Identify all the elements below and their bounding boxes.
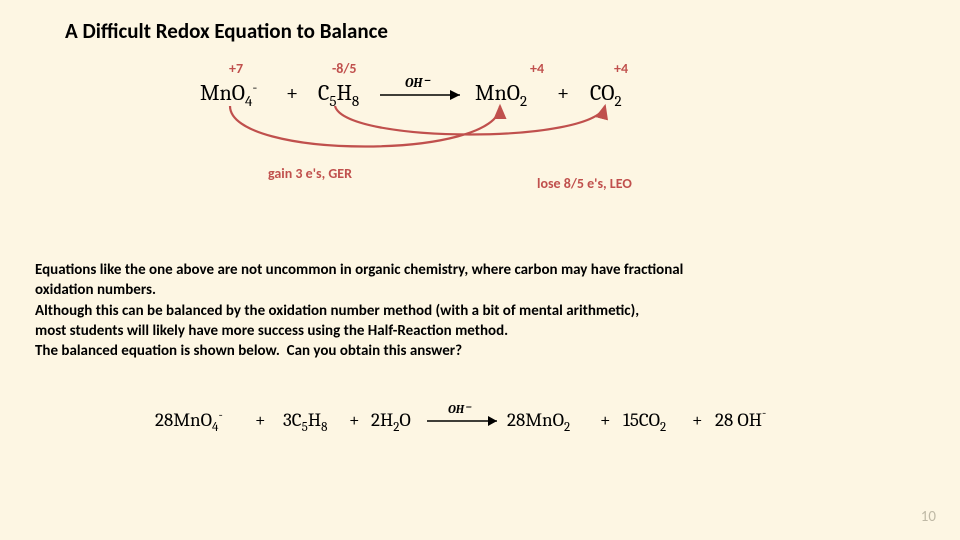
svg-text:28MnO2: 28MnO2 xyxy=(507,409,570,435)
equation-2: 28MnO4- + 3C5H8 + 2H2O OH⁻ 28MnO2 + 15CO… xyxy=(155,400,855,444)
ger-label: gain 3 e's, GER xyxy=(268,165,352,182)
svg-text:2H2O: 2H2O xyxy=(371,409,411,435)
svg-text:28 OH-: 28 OH- xyxy=(715,406,766,431)
para-line-2: oxidation numbers. xyxy=(35,281,156,299)
para-line-3: Although this can be balanced by the oxi… xyxy=(35,302,639,320)
ox-label-co2: +4 xyxy=(614,60,628,77)
svg-text:3C5H8: 3C5H8 xyxy=(283,409,327,435)
leo-label: lose 8/5 e's, LEO xyxy=(537,175,632,192)
ox-label-mn: +7 xyxy=(229,60,243,77)
svg-text:+: + xyxy=(255,409,266,431)
para-line-5: The balanced equation is shown below. Ca… xyxy=(35,342,462,360)
ox-label-mno2: +4 xyxy=(530,60,544,77)
ox-label-c5h8: -8/5 xyxy=(332,60,357,77)
para-line-4: most students will likely have more succ… xyxy=(35,322,508,340)
para-line-1: Equations like the one above are not unc… xyxy=(35,261,683,279)
svg-text:+: + xyxy=(349,409,360,431)
svg-text:+: + xyxy=(600,409,611,431)
svg-text:OH⁻: OH⁻ xyxy=(405,78,431,91)
page-number: 10 xyxy=(921,508,936,526)
svg-text:28MnO4-: 28MnO4- xyxy=(155,408,223,435)
svg-text:+: + xyxy=(692,409,703,431)
svg-text:15CO2: 15CO2 xyxy=(623,409,666,435)
body-paragraph: Equations like the one above are not unc… xyxy=(35,260,925,361)
svg-text:OH⁻: OH⁻ xyxy=(448,402,472,416)
slide-title: A Difficult Redox Equation to Balance xyxy=(65,18,388,44)
